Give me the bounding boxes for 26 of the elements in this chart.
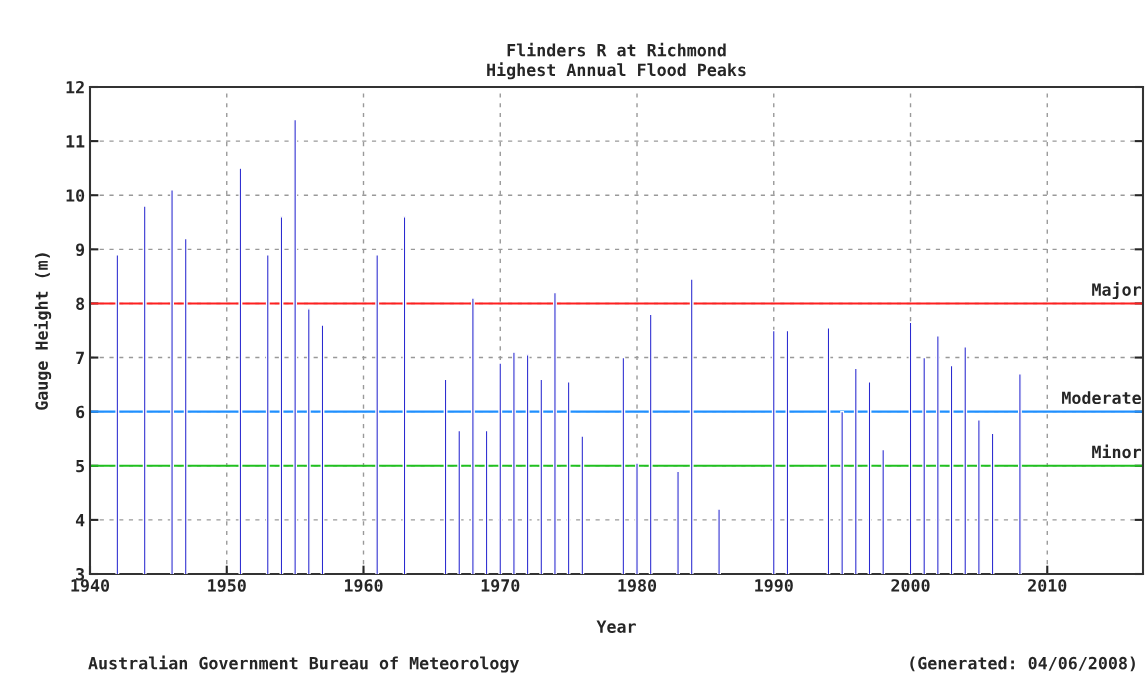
y-tick-label: 6 [76,405,85,419]
x-tick-label: 1940 [71,579,110,592]
x-tick-label: 2000 [891,579,930,592]
y-tick-label: 4 [75,514,85,527]
y-tick-label: 3 [76,567,85,581]
y-tick-label: 12 [66,80,84,94]
y-tick-label: 7 [76,351,84,364]
y-tick-label: 5 [76,459,85,473]
x-tick-label: 1960 [344,579,383,592]
chart-title: Flinders R at Richmond Highest Annual Flood Peaks [487,42,746,80]
x-tick-label: 1990 [755,579,793,592]
x-tick-label: 1950 [208,579,246,592]
ref-line-label: Minor [1092,444,1141,459]
x-tick-label: 1970 [481,579,520,592]
y-axis-title: Gauge Height (m) [34,253,52,410]
y-tick-label: 11 [66,135,85,148]
text: (Generated: 04/06/2008) [910,656,1135,672]
x-tick-label: 2010 [1028,579,1067,592]
ref-line-label: Major [1092,282,1141,300]
x-axis-title: Year [596,620,636,633]
x-tick-label: 1980 [618,579,657,592]
y-tick-label: 10 [66,189,85,202]
ref-line-label: Moderate [1062,391,1141,405]
text: Australian Government Bureau of Meteorology [88,655,520,673]
y-tick-label: 8 [76,297,85,311]
y-tick-label: 9 [76,243,85,256]
